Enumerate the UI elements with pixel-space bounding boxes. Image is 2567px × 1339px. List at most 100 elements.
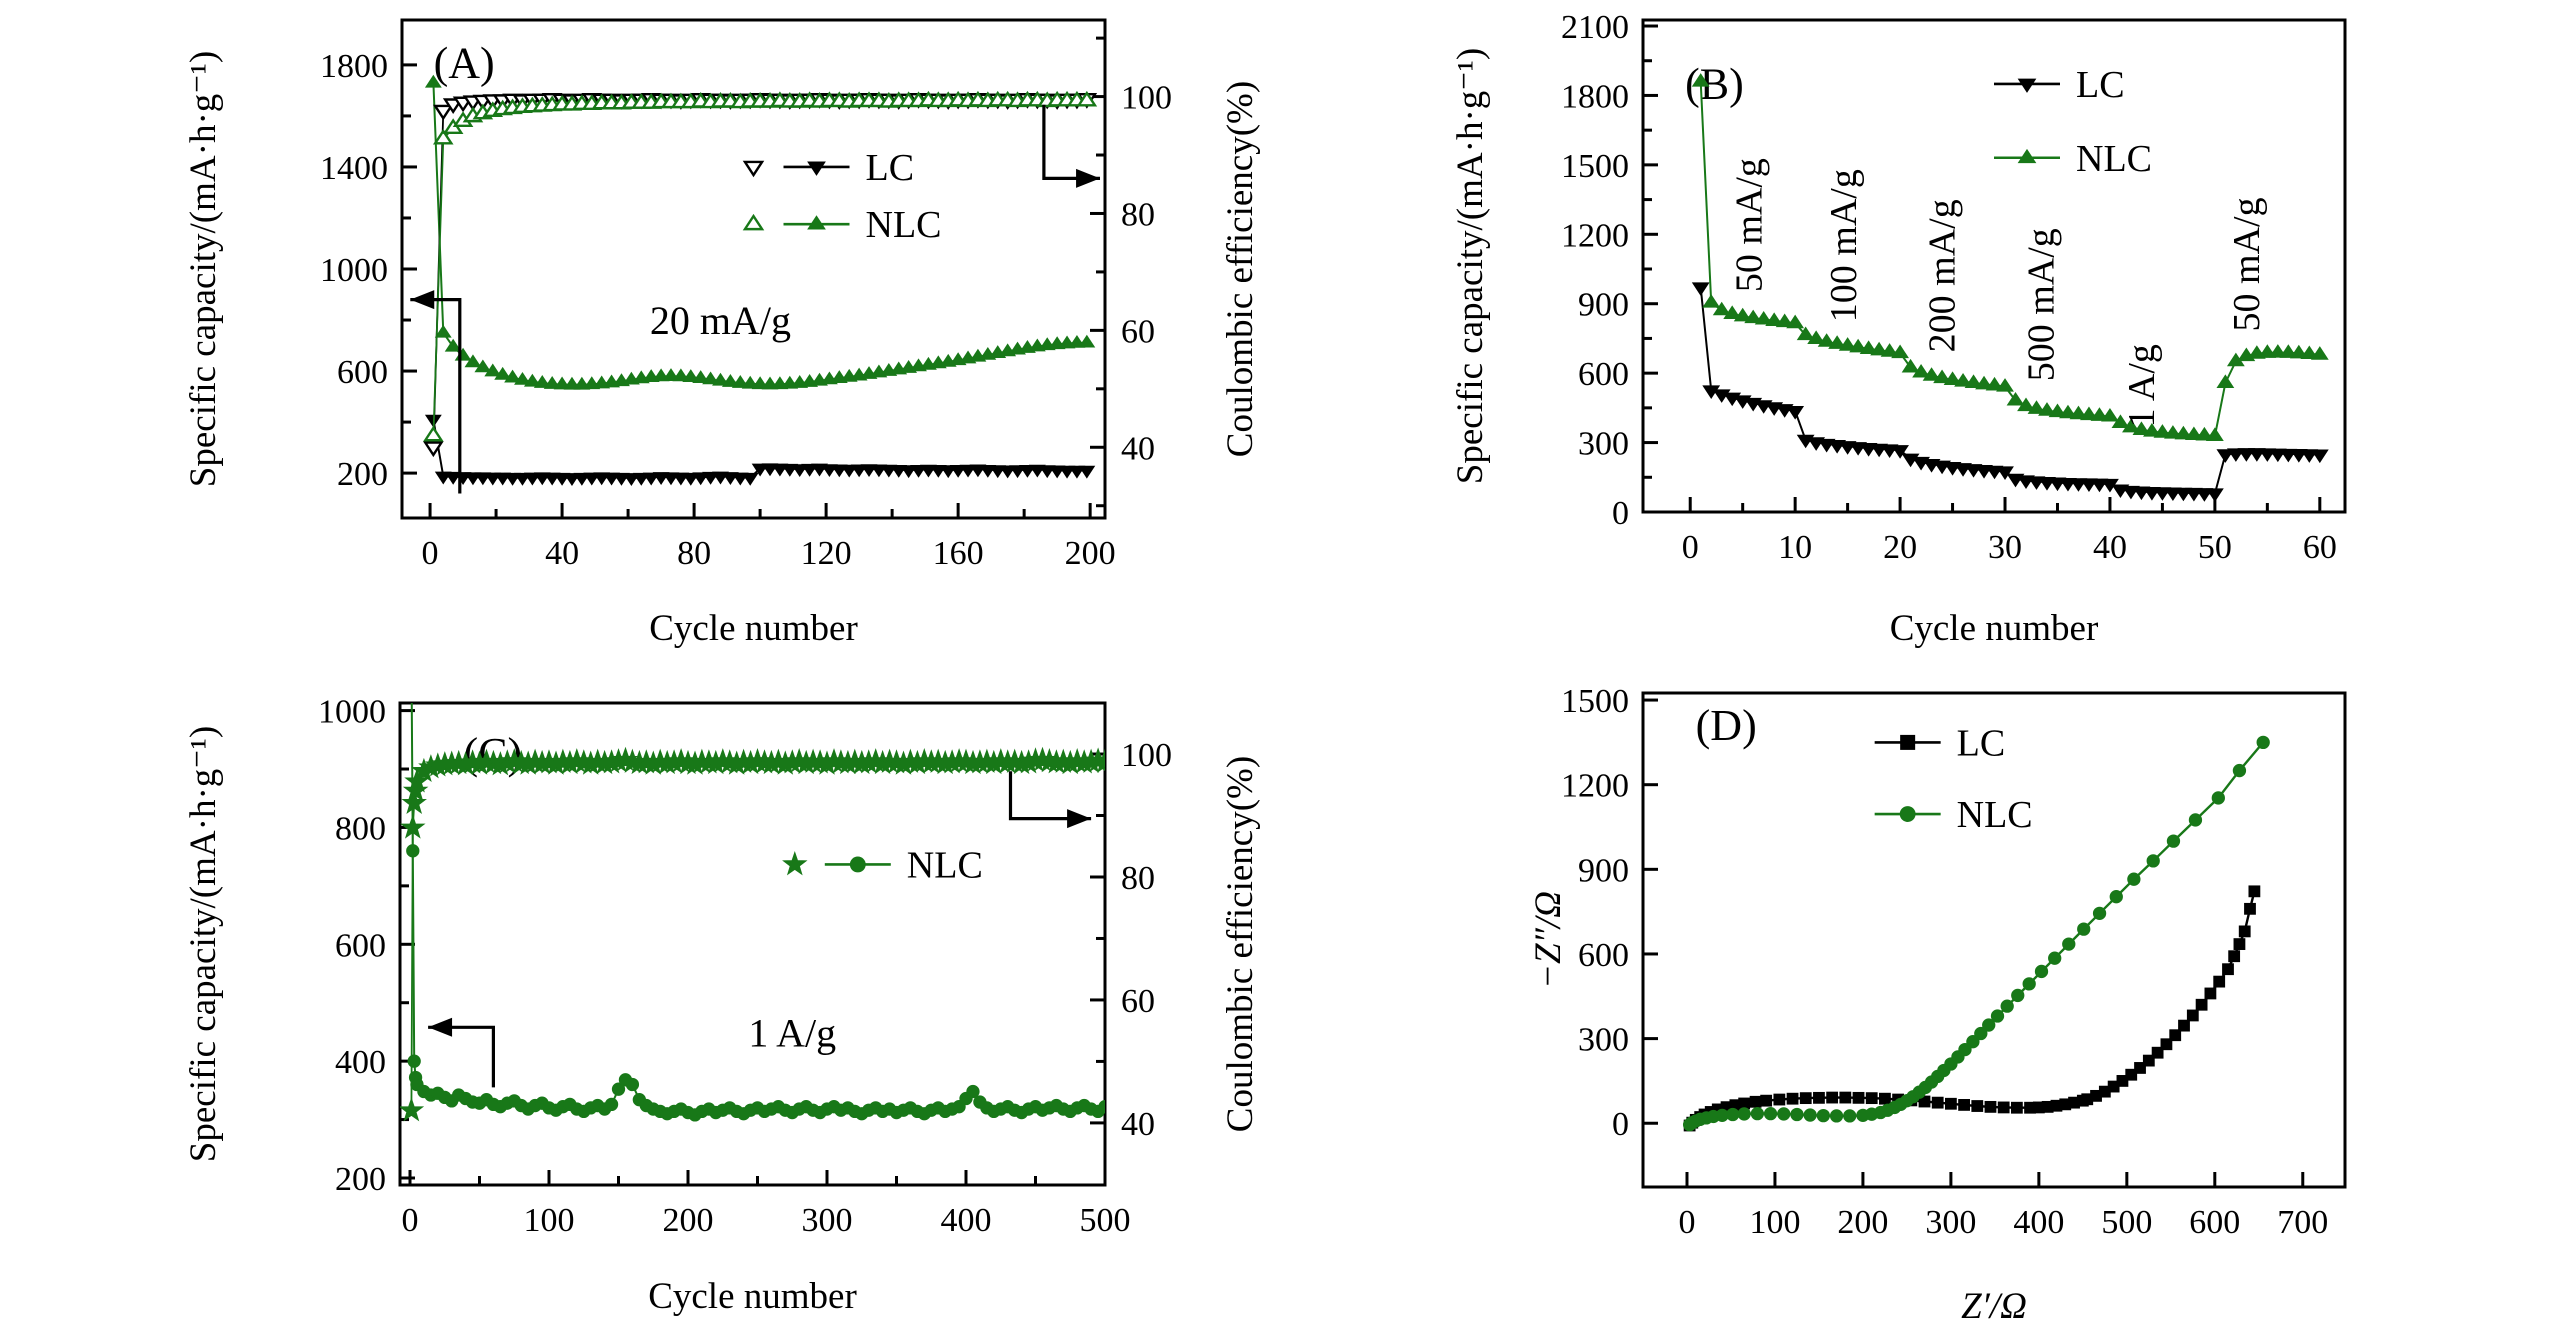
axes-frame xyxy=(1641,18,2347,514)
marker-tri-up xyxy=(2216,374,2235,388)
marker-tri-down xyxy=(2247,448,2266,462)
panel-D: 0 100 200 300 400 500 600 700 0 300 600 900 1200 1500… xyxy=(1528,683,2347,1327)
panel-C: 0 100 200 300 400 500 200 400 600 800 1000 40 60 80 10… xyxy=(183,694,1261,1317)
marker-tri-down xyxy=(2205,488,2224,502)
marker-tri-down xyxy=(1068,465,1086,479)
legend-lead-marker xyxy=(742,160,765,178)
x-tick-label: 200 xyxy=(663,1202,714,1239)
marker-square xyxy=(1944,1097,1957,1110)
marker-square xyxy=(2204,987,2217,1000)
y-tick-label: 1000 xyxy=(318,694,386,731)
marker-tri-down xyxy=(523,472,541,486)
x-axis-label: Z′/Ω xyxy=(1961,1286,2027,1327)
marker-square xyxy=(1738,1097,1751,1110)
marker-tri-down xyxy=(2090,478,2109,493)
marker-square xyxy=(1852,1091,1865,1104)
marker-star xyxy=(400,814,426,839)
marker-tri-down xyxy=(692,472,710,486)
marker-tri-down xyxy=(1891,445,1909,459)
marker-tri-up xyxy=(1723,305,1742,320)
marker-tri-up xyxy=(2268,344,2287,358)
y-tick-label: 300 xyxy=(1578,426,1629,463)
marker-square xyxy=(2213,975,2226,988)
y-tick-label: 0 xyxy=(1612,495,1629,532)
marker-circle xyxy=(1763,1106,1778,1121)
y-tick-label: 300 xyxy=(1578,1022,1629,1059)
y-tick-label: 1500 xyxy=(1561,683,1629,720)
marker-square xyxy=(1773,1093,1786,1106)
marker-circle xyxy=(1098,1100,1105,1114)
marker-circle xyxy=(1829,1109,1844,1123)
annotation-rate-label: 50 mA/g xyxy=(2226,197,2268,331)
marker-tri-up xyxy=(662,368,680,381)
arrow-head xyxy=(1067,809,1092,829)
marker-circle xyxy=(1816,1108,1830,1123)
marker-tri-down-open xyxy=(423,441,444,458)
marker-circle xyxy=(1843,1109,1857,1123)
y-tick-label: 400 xyxy=(335,1044,386,1081)
marker-tri-up xyxy=(2300,345,2319,360)
marker-circle xyxy=(966,1084,980,1099)
x-tick-label: 80 xyxy=(677,535,711,572)
marker-tri-up xyxy=(2143,422,2161,437)
marker-tri-down-open xyxy=(432,104,454,121)
marker-tri-up xyxy=(1901,358,1920,373)
marker-tri-up xyxy=(1807,330,1826,344)
annotation-rate-label: 1 A/g xyxy=(2121,344,2163,427)
y-tick-label: 1200 xyxy=(1561,217,1629,254)
legend-label: NLC xyxy=(907,844,983,886)
marker-circle xyxy=(2077,922,2091,936)
marker-tri-down xyxy=(514,472,531,486)
marker-tri-down xyxy=(910,464,927,478)
marker-tri-down xyxy=(1691,282,1710,296)
marker-tri-up-open xyxy=(1076,90,1098,107)
marker-square xyxy=(2116,1075,2129,1087)
annotation-rate-label: 500 mA/g xyxy=(2020,228,2062,381)
marker-square xyxy=(1786,1092,1799,1105)
marker-tri-up xyxy=(1691,73,1710,87)
marker-tri-down xyxy=(1058,465,1076,479)
marker-tri-up xyxy=(2101,407,2119,422)
marker-tri-up xyxy=(2153,424,2172,438)
y-tick-label: 800 xyxy=(335,810,386,847)
x-tick-label: 50 xyxy=(2198,529,2232,566)
marker-tri-up xyxy=(1954,373,1972,387)
y-right-tick-label: 100 xyxy=(1121,737,1172,774)
panel-B: 0 10 20 30 40 50 6003006009001200150018002100S… xyxy=(1450,9,2347,649)
x-tick-label: 100 xyxy=(1749,1204,1800,1241)
marker-tri-down xyxy=(573,472,591,486)
marker-tri-down xyxy=(2069,478,2088,492)
marker-tri-up xyxy=(2122,418,2140,433)
marker-square xyxy=(1958,1099,1970,1111)
x-tick-label: 0 xyxy=(1682,529,1699,566)
legend-label: LC xyxy=(866,147,915,189)
marker-circle xyxy=(2256,735,2270,750)
marker-square xyxy=(2142,1054,2155,1067)
marker-tri-down xyxy=(2310,449,2329,464)
marker-circle xyxy=(611,1082,626,1096)
plot-area xyxy=(1682,735,2270,1132)
marker-tri-up xyxy=(692,370,710,384)
marker-star xyxy=(402,777,429,802)
marker-square xyxy=(2169,1029,2182,1042)
y-tick-label: 900 xyxy=(1578,852,1629,889)
marker-circle xyxy=(2062,937,2076,951)
x-tick-label: 30 xyxy=(1988,529,2022,566)
plot-area xyxy=(400,703,1105,1122)
marker-tri-up xyxy=(2185,426,2203,441)
x-tick-label: 700 xyxy=(2277,1204,2328,1241)
marker-tri-up xyxy=(2038,402,2056,416)
marker-circle xyxy=(2048,951,2062,965)
marker-tri-up xyxy=(2279,344,2298,358)
series-line-lc-coulombic-efficiency xyxy=(432,97,1087,448)
marker-tri-up xyxy=(682,369,700,382)
y-tick-label: 600 xyxy=(337,354,388,391)
marker-tri-down xyxy=(563,473,581,486)
marker-tri-up xyxy=(1880,343,1899,357)
x-tick-label: 40 xyxy=(2093,529,2127,566)
marker-circle xyxy=(2011,988,2025,1003)
marker-tri-down xyxy=(1078,465,1096,479)
annotation-text: 20 mA/g xyxy=(650,298,791,343)
y-right-axis-label: Coulombic efficiency(%) xyxy=(1220,81,1261,457)
